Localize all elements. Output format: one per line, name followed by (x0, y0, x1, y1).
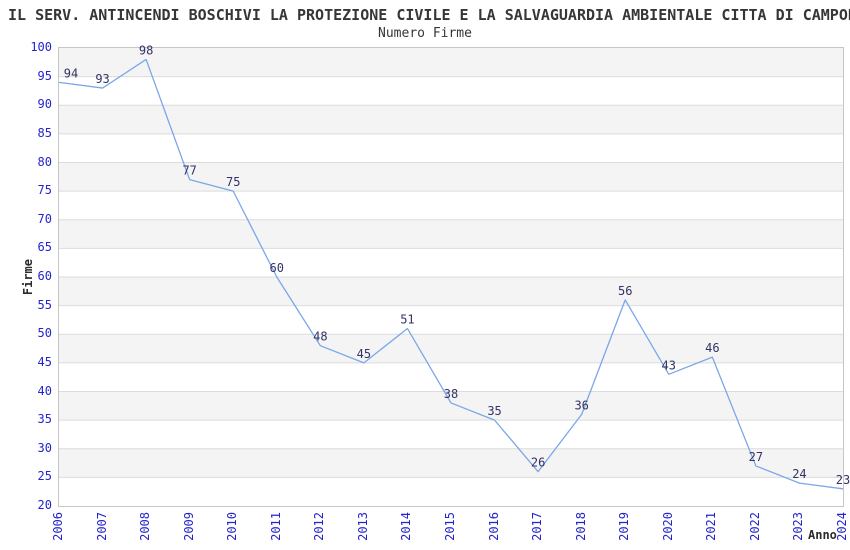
plot-band (59, 277, 843, 306)
plot-band (59, 219, 843, 249)
x-tick-label: 2016 (486, 512, 501, 541)
data-point-label: 94 (64, 66, 78, 80)
x-tick-label: 2018 (573, 512, 588, 541)
x-tick-label: 2007 (94, 512, 109, 541)
y-tick-label: 35 (37, 412, 52, 427)
data-point-label: 45 (357, 347, 371, 361)
data-point-label: 36 (574, 398, 588, 412)
x-axis-title: Anno (808, 528, 837, 542)
y-tick-label: 80 (37, 154, 52, 169)
plot-area: 94 93 98 77 75 60 48 45 51 38 35 26 36 56 43 46 27 24 23 (58, 43, 850, 507)
y-tick-label: 55 (37, 297, 52, 312)
x-tick-label: 2014 (399, 512, 414, 541)
data-point-label: 51 (400, 313, 414, 327)
line-series-canvas: 94 93 98 77 75 60 48 45 51 38 35 26 36 56 43 46 27 24 23 (58, 43, 850, 490)
y-tick-label: 60 (37, 269, 52, 283)
x-tick-label: 2021 (704, 512, 719, 541)
x-tick-label: 2022 (747, 512, 762, 541)
data-point-label: 77 (182, 164, 196, 178)
x-tick-label: 2011 (268, 512, 283, 541)
y-tick-label: 25 (37, 469, 52, 484)
y-tick-label: 30 (37, 440, 52, 455)
x-tick-label: 2023 (791, 512, 806, 541)
x-tick-label: 2020 (660, 512, 675, 541)
plot-band (59, 105, 843, 134)
x-tick-label: 2010 (225, 512, 240, 541)
data-point-label: 93 (95, 72, 109, 86)
x-tick-label: 2017 (530, 512, 545, 541)
data-point-label: 98 (139, 43, 153, 57)
x-tick-label: 2008 (138, 512, 153, 541)
data-point-label: 60 (270, 261, 284, 275)
data-point-label: 27 (749, 450, 763, 464)
x-tick-label: 2024 (835, 512, 849, 541)
data-point-label: 38 (444, 387, 458, 401)
data-point-label: 48 (313, 330, 327, 344)
x-tick-label: 2009 (181, 512, 196, 541)
y-tick-label: 45 (37, 354, 52, 369)
plot-band (59, 448, 843, 478)
data-point-label: 24 (792, 467, 806, 481)
data-point-label: 35 (487, 404, 501, 418)
plot-band (59, 334, 843, 363)
y-tick-label: 70 (37, 211, 52, 226)
plot-band (59, 162, 843, 192)
data-point-label: 46 (705, 341, 719, 355)
x-tick-label: 2019 (617, 512, 632, 541)
y-tick-label: 40 (37, 383, 52, 398)
chart-subtitle: Numero Firme (378, 26, 472, 41)
y-tick-label: 65 (37, 240, 52, 255)
data-point-label: 26 (531, 456, 545, 470)
y-tick-label: 100 (30, 40, 52, 54)
y-tick-label: 20 (37, 498, 52, 512)
data-point-label: 23 (836, 473, 850, 487)
x-tick-label: 2012 (312, 512, 327, 541)
x-tick-label: 2013 (355, 512, 370, 541)
data-point-label: 75 (226, 175, 240, 189)
y-tick-label: 85 (37, 125, 52, 140)
plot-band (59, 391, 843, 421)
y-tick-label: 75 (37, 183, 52, 198)
x-tick-label: 2006 (51, 512, 65, 541)
data-point-label: 43 (662, 358, 676, 372)
data-point-label: 56 (618, 284, 632, 298)
plot-band (59, 48, 843, 77)
chart-title: IL SERV. ANTINCENDI BOSCHIVI LA PROTEZIO… (8, 6, 850, 24)
y-tick-label: 95 (37, 68, 52, 83)
y-tick-label: 50 (37, 326, 52, 341)
data-line (58, 58, 844, 490)
y-tick-label: 90 (37, 97, 52, 112)
x-tick-label: 2015 (443, 512, 457, 541)
